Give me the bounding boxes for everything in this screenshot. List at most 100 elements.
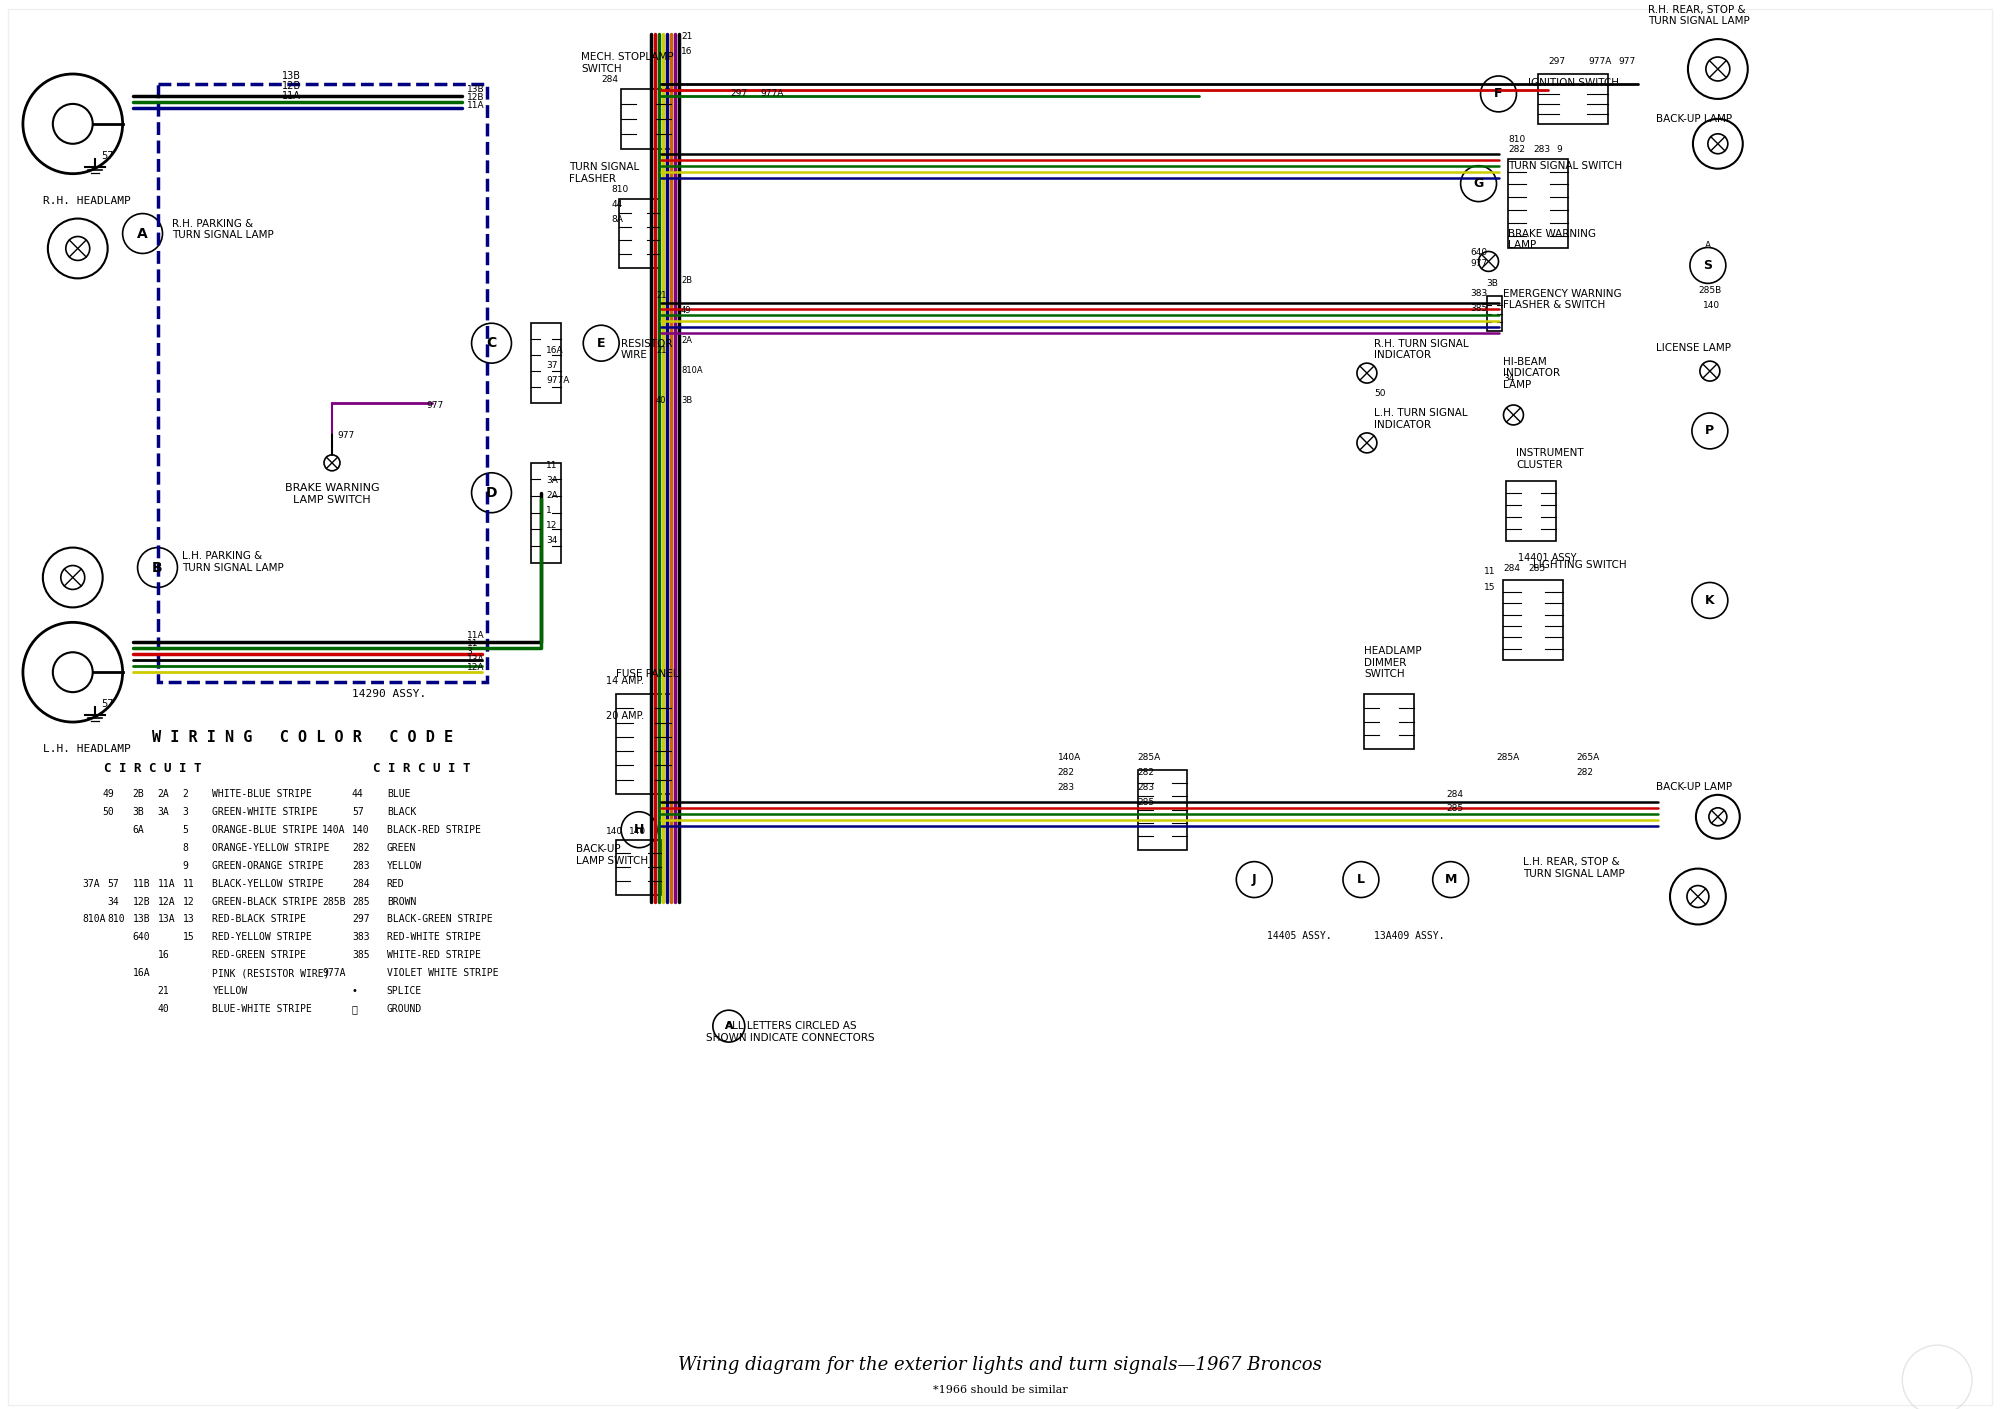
Text: 284: 284 (1504, 564, 1520, 572)
Text: 40: 40 (656, 396, 666, 404)
Text: GREEN-WHITE STRIPE: GREEN-WHITE STRIPE (212, 807, 318, 817)
Text: 40: 40 (158, 1005, 170, 1014)
Text: ORANGE-YELLOW STRIPE: ORANGE-YELLOW STRIPE (212, 843, 330, 852)
Text: 57: 57 (352, 807, 364, 817)
Bar (616, 840, 662, 895)
Text: 21: 21 (158, 986, 170, 996)
Text: 297: 297 (730, 89, 748, 99)
Text: BLUE: BLUE (386, 789, 410, 799)
Text: RESISTOR
WIRE: RESISTOR WIRE (622, 338, 672, 361)
Text: 16: 16 (158, 950, 170, 961)
Text: 3B: 3B (680, 396, 692, 404)
Text: S: S (1704, 259, 1712, 272)
Text: 810A: 810A (680, 366, 702, 375)
Text: GREEN: GREEN (386, 843, 416, 852)
Text: 12B: 12B (282, 80, 302, 92)
Bar (1504, 581, 1564, 661)
Text: 140: 140 (352, 824, 370, 834)
Text: L.H. PARKING &
TURN SIGNAL LAMP: L.H. PARKING & TURN SIGNAL LAMP (182, 551, 284, 572)
Bar (622, 89, 670, 149)
Text: 140A: 140A (322, 824, 346, 834)
Text: ⏚: ⏚ (352, 1005, 358, 1014)
Bar (1486, 296, 1502, 331)
Text: EMERGENCY WARNING
FLASHER & SWITCH: EMERGENCY WARNING FLASHER & SWITCH (1504, 289, 1622, 310)
Text: 20 AMP.: 20 AMP. (606, 712, 644, 721)
Bar (1364, 695, 1414, 750)
Text: 385: 385 (352, 950, 370, 961)
Text: M: M (1444, 874, 1456, 886)
Text: BACK-UP LAMP: BACK-UP LAMP (1656, 114, 1732, 124)
Text: 11: 11 (1484, 568, 1496, 576)
Text: YELLOW: YELLOW (212, 986, 248, 996)
Text: GROUND: GROUND (386, 1005, 422, 1014)
Text: 44: 44 (352, 789, 364, 799)
Text: 285A: 285A (1496, 752, 1520, 762)
Text: BRAKE WARNING
LAMP: BRAKE WARNING LAMP (1508, 228, 1596, 251)
Text: 383: 383 (1470, 289, 1488, 299)
Text: K: K (1706, 595, 1714, 607)
Text: A: A (724, 1022, 734, 1031)
Text: G: G (1474, 178, 1484, 190)
Text: 283: 283 (1138, 783, 1154, 792)
Text: Wiring diagram for the exterior lights and turn signals—1967 Broncos: Wiring diagram for the exterior lights a… (678, 1355, 1322, 1374)
Text: 8A: 8A (612, 214, 624, 224)
Text: 21: 21 (656, 292, 666, 300)
Text: 140: 140 (630, 827, 646, 836)
Text: 977: 977 (426, 402, 444, 410)
Text: 810: 810 (108, 914, 126, 924)
Text: BACK-UP
LAMP SWITCH: BACK-UP LAMP SWITCH (576, 844, 648, 865)
Text: 285: 285 (1138, 797, 1154, 807)
Text: BLUE-WHITE STRIPE: BLUE-WHITE STRIPE (212, 1005, 312, 1014)
Text: L.H. REAR, STOP &
TURN SIGNAL LAMP: L.H. REAR, STOP & TURN SIGNAL LAMP (1524, 857, 1626, 879)
Text: WHITE-BLUE STRIPE: WHITE-BLUE STRIPE (212, 789, 312, 799)
Text: 2A: 2A (546, 490, 558, 500)
Text: 640: 640 (132, 933, 150, 943)
Bar (532, 462, 562, 562)
Text: 977A: 977A (322, 968, 346, 978)
Text: 49: 49 (102, 789, 114, 799)
Text: 640: 640 (1470, 248, 1488, 258)
Text: 16A: 16A (546, 347, 564, 355)
Text: 285B: 285B (322, 896, 346, 906)
Text: LICENSE LAMP: LICENSE LAMP (1656, 344, 1732, 354)
Text: 283: 283 (352, 861, 370, 871)
Text: VIOLET WHITE STRIPE: VIOLET WHITE STRIPE (386, 968, 498, 978)
Text: GREEN-ORANGE STRIPE: GREEN-ORANGE STRIPE (212, 861, 324, 871)
Text: 12A: 12A (158, 896, 176, 906)
Text: RED-WHITE STRIPE: RED-WHITE STRIPE (386, 933, 480, 943)
Text: 2B: 2B (680, 276, 692, 286)
Text: 13A: 13A (466, 655, 484, 664)
Text: 8: 8 (182, 843, 188, 852)
Bar (1508, 159, 1568, 248)
Text: GREEN-BLACK STRIPE: GREEN-BLACK STRIPE (212, 896, 318, 906)
Text: A: A (138, 227, 148, 241)
Text: 977A: 977A (760, 89, 784, 99)
Text: MECH. STOPLAMP
SWITCH: MECH. STOPLAMP SWITCH (582, 52, 674, 75)
Text: 14401 ASSY.: 14401 ASSY. (1518, 552, 1578, 562)
Text: 14 AMP.: 14 AMP. (606, 676, 644, 686)
Text: C: C (486, 337, 496, 351)
Text: 282: 282 (1508, 145, 1526, 154)
Text: 284: 284 (352, 879, 370, 889)
Text: INSTRUMENT
CLUSTER: INSTRUMENT CLUSTER (1516, 448, 1584, 469)
Text: 3: 3 (182, 807, 188, 817)
Text: 285: 285 (352, 896, 370, 906)
Bar (158, 85, 486, 682)
Text: LIGHTING SWITCH: LIGHTING SWITCH (1534, 559, 1628, 569)
Text: 34: 34 (108, 896, 120, 906)
Text: 49: 49 (680, 306, 692, 316)
Text: ALL LETTERS CIRCLED AS
SHOWN INDICATE CONNECTORS: ALL LETTERS CIRCLED AS SHOWN INDICATE CO… (706, 1022, 874, 1043)
Text: 11A: 11A (466, 101, 484, 110)
Text: 140: 140 (606, 827, 624, 836)
Text: RED: RED (386, 879, 404, 889)
Text: 3A: 3A (158, 807, 170, 817)
Text: BLACK-YELLOW STRIPE: BLACK-YELLOW STRIPE (212, 879, 324, 889)
Text: D: D (486, 486, 498, 500)
Text: W I R I N G   C O L O R   C O D E: W I R I N G C O L O R C O D E (152, 730, 452, 745)
Text: B: B (152, 561, 162, 575)
Text: HI-BEAM
INDICATOR
LAMP: HI-BEAM INDICATOR LAMP (1504, 356, 1560, 390)
Text: 13B: 13B (282, 70, 302, 80)
Text: 284: 284 (1446, 790, 1464, 799)
Text: *1966 should be similar: *1966 should be similar (932, 1385, 1068, 1395)
Text: 3: 3 (466, 647, 472, 657)
